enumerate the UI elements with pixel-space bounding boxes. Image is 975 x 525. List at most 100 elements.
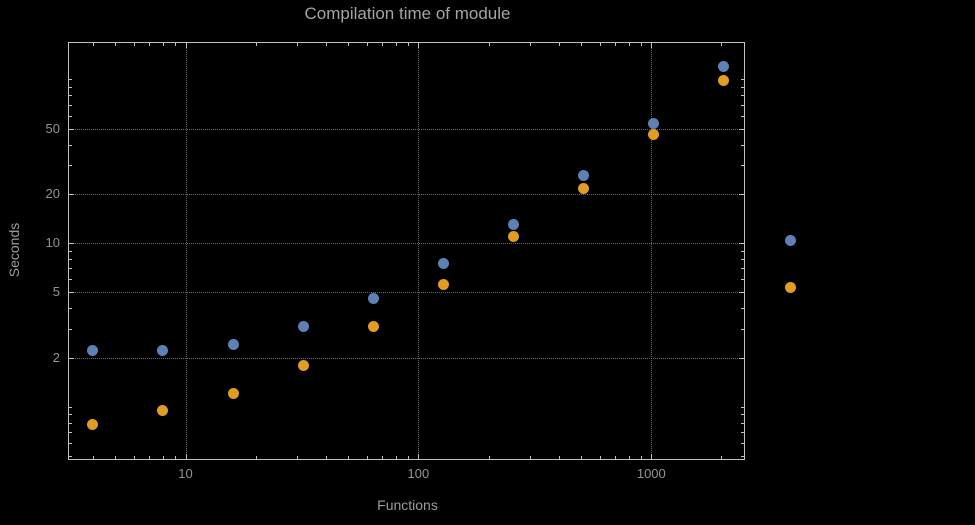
y-minor-tick <box>741 443 744 445</box>
y-minor-tick <box>741 250 744 252</box>
x-minor-tick <box>581 456 583 459</box>
y-minor-tick <box>69 104 72 106</box>
data-point-series-1 <box>718 60 730 72</box>
y-tick-label: 20 <box>45 185 60 201</box>
y-minor-tick <box>741 79 744 81</box>
y-minor-tick <box>69 432 72 434</box>
x-major-tick <box>418 454 420 459</box>
x-minor-tick <box>395 456 397 459</box>
x-minor-tick <box>529 456 531 459</box>
x-minor-tick <box>407 456 409 459</box>
x-major-tick <box>418 43 420 48</box>
y-minor-tick <box>741 328 744 330</box>
legend-marker-series-1 <box>784 234 796 246</box>
y-minor-tick <box>741 279 744 281</box>
y-minor-tick <box>69 115 72 117</box>
y-major-tick <box>739 193 744 195</box>
x-minor-tick <box>395 43 397 46</box>
x-minor-tick <box>133 43 135 46</box>
x-minor-tick <box>558 456 560 459</box>
x-minor-tick <box>599 456 601 459</box>
y-minor-tick <box>69 259 72 260</box>
chart-title: Compilation time of module <box>304 4 511 23</box>
y-gridline <box>69 357 744 359</box>
y-minor-tick <box>69 268 72 270</box>
x-tick-label: 100 <box>407 466 430 481</box>
data-point-series-2 <box>227 388 239 400</box>
y-tick-label: 50 <box>45 120 60 136</box>
y-minor-tick <box>741 86 744 88</box>
x-major-tick <box>651 43 653 48</box>
x-minor-tick <box>366 456 368 459</box>
x-minor-tick <box>133 456 135 459</box>
x-minor-tick <box>721 43 723 46</box>
y-minor-tick <box>69 79 72 81</box>
y-minor-tick <box>741 268 744 270</box>
data-point-series-1 <box>227 339 239 351</box>
x-minor-tick <box>366 43 368 46</box>
y-gridline <box>69 292 744 294</box>
y-major-tick <box>69 193 74 195</box>
data-point-series-1 <box>437 258 449 270</box>
x-minor-tick <box>348 456 350 459</box>
y-minor-tick <box>741 104 744 106</box>
y-minor-tick <box>741 308 744 310</box>
y-major-tick <box>739 357 744 359</box>
y-minor-tick <box>741 144 744 146</box>
data-point-series-2 <box>578 183 590 195</box>
x-minor-tick <box>115 43 117 46</box>
x-minor-tick <box>255 43 257 46</box>
y-major-tick <box>739 292 744 294</box>
x-minor-tick <box>296 456 298 459</box>
y-minor-tick <box>69 328 72 330</box>
data-point-series-2 <box>297 359 309 371</box>
y-major-tick <box>69 243 74 245</box>
plot-area <box>68 42 745 460</box>
x-minor-tick <box>115 456 117 459</box>
y-minor-tick <box>69 250 72 252</box>
data-point-series-2 <box>87 418 99 430</box>
y-tick-label: 10 <box>45 235 60 251</box>
y-minor-tick <box>69 414 72 416</box>
x-tick-label: 10 <box>178 466 193 481</box>
y-minor-tick <box>69 144 72 146</box>
x-minor-tick <box>628 456 630 459</box>
y-minor-tick <box>741 406 744 408</box>
y-major-tick <box>69 292 74 294</box>
x-tick-label: 1000 <box>636 466 666 481</box>
y-minor-tick <box>741 95 744 97</box>
legend-marker-series-2 <box>784 281 796 293</box>
x-minor-tick <box>325 456 327 459</box>
x-minor-tick <box>92 43 94 46</box>
y-minor-tick <box>741 414 744 416</box>
data-point-series-2 <box>507 230 519 242</box>
y-minor-tick <box>741 115 744 117</box>
y-minor-tick <box>741 456 744 458</box>
x-minor-tick <box>628 43 630 46</box>
x-minor-tick <box>558 43 560 46</box>
y-major-tick <box>69 357 74 359</box>
x-minor-tick <box>615 43 617 46</box>
data-point-series-2 <box>718 75 730 87</box>
x-minor-tick <box>149 456 151 459</box>
data-point-series-1 <box>157 345 169 357</box>
x-minor-tick <box>407 43 409 46</box>
x-minor-tick <box>174 456 176 459</box>
y-minor-tick <box>69 308 72 310</box>
y-minor-tick <box>69 279 72 281</box>
data-point-series-1 <box>87 345 99 357</box>
x-minor-tick <box>640 456 642 459</box>
data-point-series-1 <box>297 320 309 332</box>
x-minor-tick <box>529 43 531 46</box>
x-gridline <box>651 43 653 459</box>
y-minor-tick <box>69 456 72 458</box>
x-minor-tick <box>488 456 490 459</box>
x-major-tick <box>185 43 187 48</box>
x-minor-tick <box>255 456 257 459</box>
y-major-tick <box>69 128 74 130</box>
x-axis-label: Functions <box>377 497 438 513</box>
y-minor-tick <box>69 86 72 88</box>
y-minor-tick <box>69 165 72 167</box>
x-minor-tick <box>162 43 164 46</box>
data-point-series-1 <box>578 169 590 181</box>
